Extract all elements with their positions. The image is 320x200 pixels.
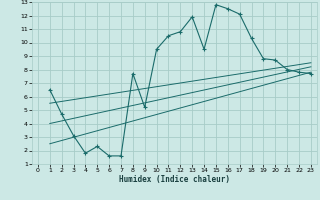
X-axis label: Humidex (Indice chaleur): Humidex (Indice chaleur) [119,175,230,184]
